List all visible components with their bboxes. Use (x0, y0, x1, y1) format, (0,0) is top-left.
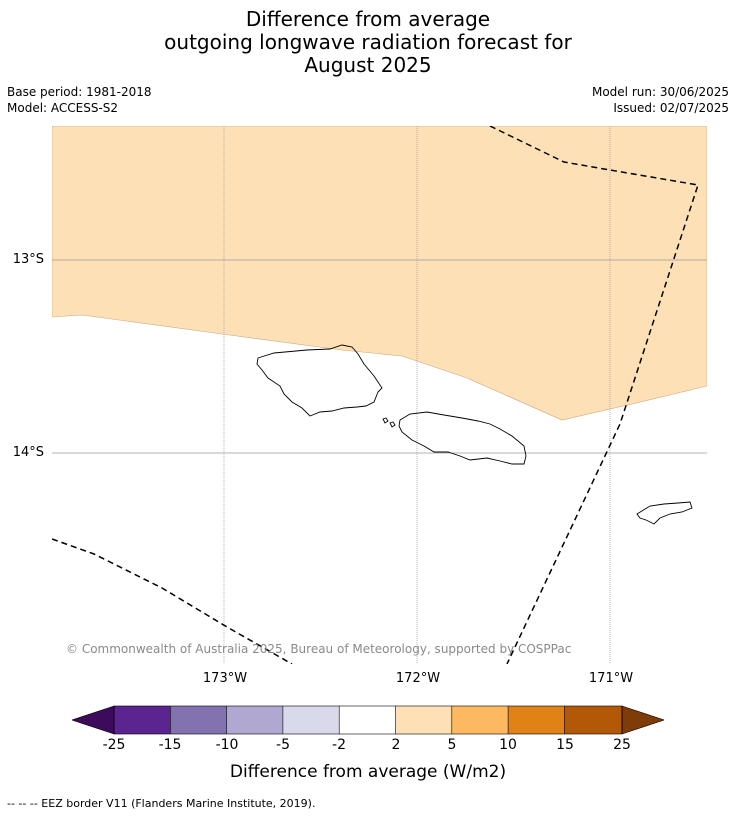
base-period: Base period: 1981-2018 (7, 85, 152, 99)
model-run: Model run: 30/06/2025 (591, 85, 729, 99)
colorbar-bin-5 (339, 706, 396, 734)
colorbar-extend-low (72, 705, 115, 735)
chart-title: Difference from average outgoing longwav… (0, 8, 736, 77)
issued-date: Issued: 02/07/2025 (613, 101, 729, 115)
island-upolu (398, 411, 527, 465)
colorbar-tick-1: -25 (102, 737, 126, 753)
colorbar-bin-2 (170, 706, 227, 734)
island-manono (382, 417, 389, 424)
colorbar-outline (113, 705, 623, 735)
colorbar-tick-4: -5 (276, 737, 290, 753)
lat-label-13s: 13°S (12, 252, 44, 267)
colorbar-tick-10: 25 (613, 737, 631, 753)
meta-left: Base period: 1981-2018 Model: ACCESS-S2 (7, 84, 152, 116)
island-savaii (256, 344, 383, 417)
colorbar-tick-8: 10 (499, 737, 517, 753)
anomaly-region (52, 126, 707, 421)
copyright-notice: © Commonwealth of Australia 2025, Bureau… (66, 642, 572, 656)
islands (256, 344, 693, 525)
lon-label-172w: 172°W (395, 671, 441, 686)
graticule (52, 126, 707, 664)
colorbar-bin-9 (564, 706, 622, 734)
island-tutuila (636, 501, 693, 525)
eez-legend-note: -- -- -- EEZ border V11 (Flanders Marine… (7, 797, 316, 810)
colorbar-bin-1 (114, 706, 171, 734)
colorbar-bin-6 (395, 706, 452, 734)
colorbar-tick-3: -10 (215, 737, 239, 753)
model-name: Model: ACCESS-S2 (7, 101, 119, 115)
colorbar-extend-high (621, 705, 664, 735)
eez-border-southwest (52, 538, 293, 664)
colorbar-title: Difference from average (W/m2) (229, 762, 507, 782)
meta-right: Model run: 30/06/2025 Issued: 02/07/2025 (592, 84, 729, 116)
lon-label-171w: 171°W (588, 671, 634, 686)
map-panel (52, 126, 707, 664)
colorbar-tick-9: 15 (556, 737, 574, 753)
lon-label-173w: 173°W (202, 671, 248, 686)
eez-border-northeast (489, 126, 699, 664)
colorbar-bin-4 (282, 706, 340, 734)
colorbar-bin-7 (451, 706, 509, 734)
colorbar-bin-8 (508, 706, 565, 734)
lat-label-14s: 14°S (12, 445, 44, 460)
colorbar-tick-7: 5 (447, 737, 457, 753)
title-line-1: Difference from average (245, 7, 491, 31)
colorbar-tick-6: 2 (391, 737, 401, 753)
island-apolima (389, 421, 396, 428)
title-line-2: outgoing longwave radiation forecast for (164, 30, 572, 54)
title-line-3: August 2025 (304, 53, 432, 77)
colorbar-bin-3 (226, 706, 283, 734)
colorbar-tick-2: -15 (158, 737, 182, 753)
eez-borders (52, 126, 699, 664)
colorbar-tick-5: -2 (332, 737, 346, 753)
colorbar (72, 705, 664, 735)
